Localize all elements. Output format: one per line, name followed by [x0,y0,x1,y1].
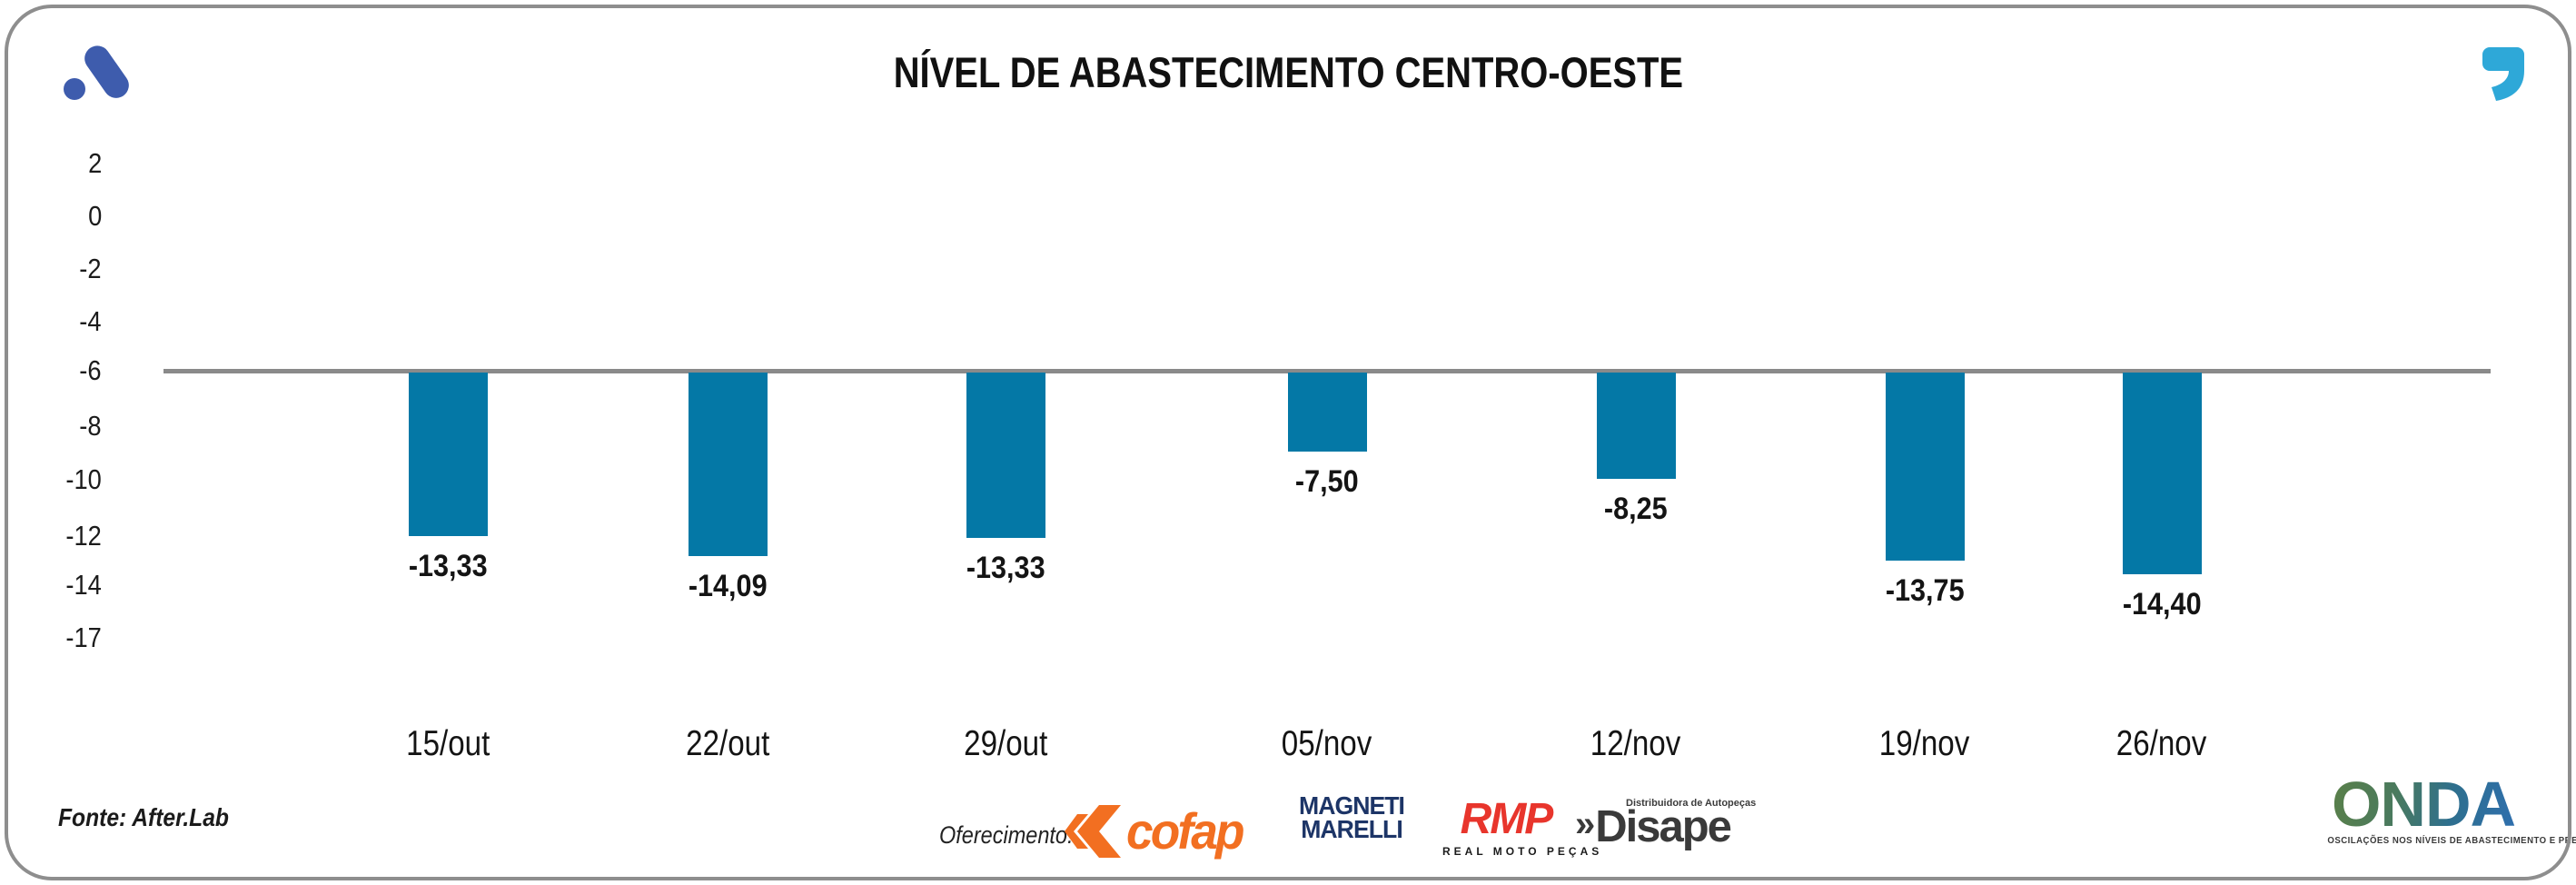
disape-logo-subtext: Distribuidora de Autopeças [1626,798,1757,809]
cofap-logo-text: cofap [1126,802,1244,860]
bar [688,373,768,556]
disape-logo-text: »Disape [1575,802,1732,851]
bar-value-label: -14,09 [688,569,768,603]
after-lab-logo-icon [64,45,129,100]
y-axis-tick-label: 0 [87,200,102,232]
y-axis-tick-label: -2 [79,253,102,284]
bar [966,373,1045,538]
bar-value-label: -13,33 [408,549,488,583]
y-axis-tick-label: -8 [79,410,102,442]
bar-value-label: -13,75 [1885,573,1965,608]
y-axis-tick-label: 2 [87,147,102,179]
rmp-logo: RMP REAL MOTO PEÇAS [1442,795,1603,859]
bar [1287,373,1367,452]
magneti-marelli-line1: MAGNETI [1298,791,1405,820]
quote-icon [2482,47,2524,101]
offering-label: Oferecimento: [939,821,1074,849]
magneti-marelli-line2: MARELLI [1301,814,1403,843]
onda-logo: ONDA OSCILAÇÕES NOS NÍVEIS DE ABASTECIME… [2323,769,2576,846]
cofap-chevron-icon [1065,805,1121,858]
y-axis-tick-label: -17 [65,621,102,653]
bar [1596,373,1676,479]
y-axis-tick-label: -6 [79,354,102,386]
x-axis-category-label: 05/nov [1282,724,1372,763]
magneti-marelli-logo: MAGNETI MARELLI [1288,791,1415,843]
onda-logo-text: ONDA [2331,769,2516,840]
rmp-logo-text: RMP [1460,795,1554,843]
x-axis-category-label: 29/out [963,724,1048,763]
y-axis-tick-label: -14 [65,569,102,601]
x-axis-category-label: 26/nov [2116,724,2207,763]
y-axis-tick-label: -10 [65,463,102,495]
x-axis-category-label: 12/nov [1590,724,1681,763]
bar [1885,373,1965,561]
page-title: NÍVEL DE ABASTECIMENTO CENTRO-OESTE [893,48,1683,96]
x-axis-category-label: 22/out [685,724,770,763]
onda-logo-subtext: OSCILAÇÕES NOS NÍVEIS DE ABASTECIMENTO E… [2327,835,2576,846]
bar-value-label: -14,40 [2122,587,2202,621]
baseline-rule [163,369,2491,373]
x-axis-category-label: 15/out [405,724,490,763]
y-axis-tick-label: -12 [65,520,102,552]
bar [408,373,488,536]
bar-value-label: -8,25 [1604,492,1668,526]
x-axis-category-label: 19/nov [1879,724,1970,763]
rmp-logo-subtext: REAL MOTO PEÇAS [1442,845,1603,858]
bar-value-label: -7,50 [1295,464,1359,499]
disape-chevrons-icon: » [1575,804,1595,844]
bar-value-label: -13,33 [966,551,1045,585]
cofap-logo: cofap [1065,800,1283,863]
y-axis-tick-label: -4 [79,305,102,337]
bar [2122,373,2202,574]
source-note: Fonte: After.Lab [58,803,229,831]
